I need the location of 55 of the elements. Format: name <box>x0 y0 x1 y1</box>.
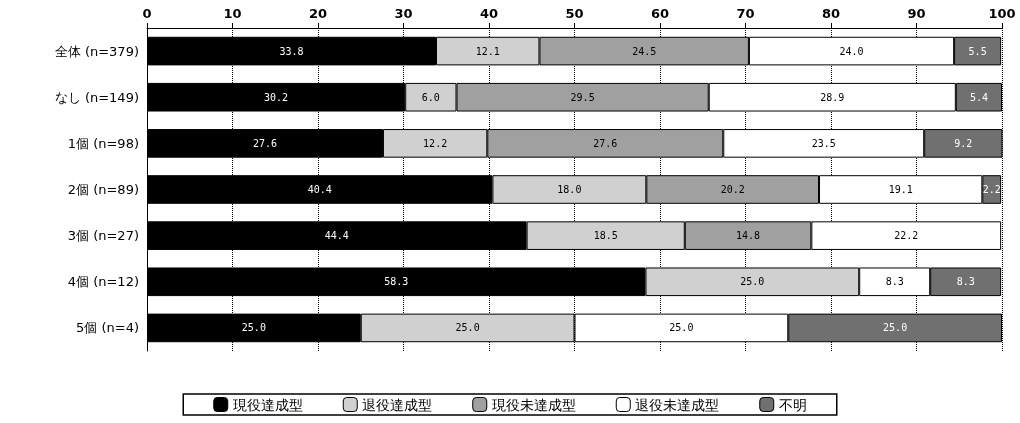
data-label: 27.6 <box>593 137 618 149</box>
data-label: 18.0 <box>557 184 582 195</box>
data-label: 9.2 <box>954 137 973 149</box>
x-tick-label: 100 <box>988 6 1016 21</box>
legend-label: 退役未達成型 <box>635 396 720 413</box>
x-tick-label: 60 <box>650 6 670 21</box>
x-tick-label: 10 <box>223 6 242 21</box>
data-label: 6.0 <box>421 91 440 103</box>
data-label: 14.8 <box>736 230 761 242</box>
x-tick-label: 70 <box>736 6 755 21</box>
data-label: 33.8 <box>279 45 304 57</box>
data-label: 25.0 <box>241 322 266 334</box>
data-label: 40.4 <box>307 184 332 195</box>
y-tick-label: なし (n=149) <box>54 89 139 105</box>
x-tick-label: 90 <box>907 6 926 21</box>
x-tick-label: 0 <box>142 6 152 21</box>
x-tick-label: 20 <box>308 6 328 21</box>
data-label: 5.5 <box>968 45 987 57</box>
data-label: 22.2 <box>894 230 919 242</box>
data-label: 30.2 <box>264 91 289 103</box>
x-tick-label: 30 <box>394 6 413 21</box>
data-label: 25.0 <box>455 322 480 334</box>
data-label: 8.3 <box>956 276 975 288</box>
legend-label: 現役達成型 <box>232 396 303 413</box>
legend-label: 現役未達成型 <box>491 396 576 413</box>
y-tick-label: 3個 (n=27) <box>67 228 139 244</box>
data-label: 25.0 <box>669 322 694 334</box>
data-label: 19.1 <box>888 184 913 195</box>
x-tick-label: 40 <box>479 6 499 21</box>
data-label: 20.2 <box>720 184 745 195</box>
data-label: 24.0 <box>839 45 864 57</box>
data-label: 12.2 <box>423 137 448 149</box>
y-tick-label: 5個 (n=4) <box>76 320 139 336</box>
data-label: 5.4 <box>969 91 988 103</box>
x-tick-label: 50 <box>565 6 584 21</box>
data-label: 2.2 <box>982 184 1001 195</box>
data-label: 25.0 <box>740 276 765 288</box>
y-tick-label: 4個 (n=12) <box>67 274 139 290</box>
legend-label: 退役達成型 <box>362 396 433 413</box>
y-tick-label: 全体 (n=379) <box>54 43 139 59</box>
data-label: 8.3 <box>885 276 904 288</box>
x-tick-label: 80 <box>821 6 841 21</box>
data-label: 12.1 <box>475 45 500 57</box>
y-tick-label: 2個 (n=89) <box>67 182 139 197</box>
data-label: 23.5 <box>811 137 836 149</box>
data-label: 27.6 <box>252 137 278 149</box>
y-tick-label: 1個 (n=98) <box>67 135 139 151</box>
data-label: 44.4 <box>324 230 349 242</box>
legend-label: 不明 <box>778 396 807 413</box>
data-label: 24.5 <box>632 45 657 57</box>
data-label: 25.0 <box>883 322 908 334</box>
data-label: 29.5 <box>570 91 595 103</box>
data-label: 58.3 <box>384 276 409 288</box>
data-label: 18.5 <box>593 230 618 242</box>
data-label: 28.9 <box>820 91 845 103</box>
